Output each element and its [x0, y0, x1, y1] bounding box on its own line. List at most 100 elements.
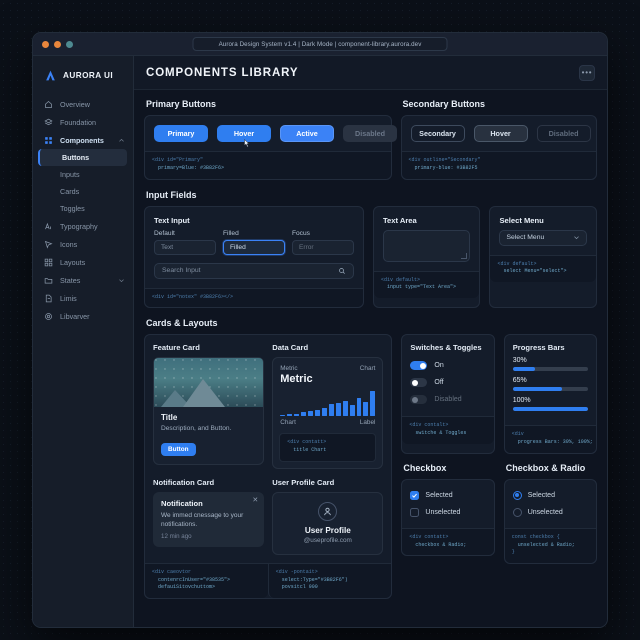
radio-row-selected[interactable]: Selected: [512, 487, 588, 504]
primary-buttons-code: <div id="Primary" primary=Blue: #3B82F6>: [145, 151, 391, 179]
notification-card[interactable]: ✕ Notification We immed cnessage to your…: [153, 491, 265, 548]
address-bar[interactable]: Aurora Design System v1.4 | Dark Mode | …: [192, 37, 448, 51]
progress-bar: [512, 367, 589, 372]
toggle-label: On: [434, 362, 444, 370]
sidebar-item-overview[interactable]: Overview: [33, 95, 133, 113]
notification-body: We immed cnessage to your notifications.: [161, 511, 244, 528]
code-line: <div contalt>: [409, 422, 449, 429]
user-profile-email: @useprofile.com: [303, 536, 352, 544]
sidebar-subitem-cards[interactable]: Cards: [60, 187, 80, 196]
sidebar-subitem-inputs[interactable]: Inputs: [60, 170, 80, 179]
checkbox-block: Checkbox Selected: [401, 463, 495, 564]
code-line: <div outline="Secondary": [408, 157, 481, 163]
select-menu-dropdown[interactable]: Select Menu: [499, 229, 587, 246]
aurora-logo-icon: [44, 69, 57, 82]
sidebar-item-layouts[interactable]: Layouts: [33, 253, 133, 271]
feature-card-title: Feature Card: [153, 343, 200, 353]
input-label: Default: [154, 229, 175, 237]
search-input-placeholder: Search Input: [162, 267, 201, 274]
radio-row-unselected[interactable]: Unselected: [512, 504, 588, 521]
sidebar-item-foundation[interactable]: Foundation: [33, 113, 133, 131]
code-line: const checkbox {: [511, 533, 560, 540]
user-profile-card[interactable]: User Profile @useprofile.com: [272, 491, 384, 555]
text-input-default[interactable]: Text: [154, 239, 216, 255]
feature-card-button[interactable]: Button: [161, 443, 196, 457]
toggle-switch-disabled: [410, 395, 428, 405]
sidebar-subitem-toggles[interactable]: Toggles: [60, 204, 85, 213]
sidebar: AURORA UI Overview Foundation Components: [33, 56, 134, 627]
toggle-row-on[interactable]: On: [410, 357, 485, 374]
feature-card[interactable]: Title Description, and Button. Button: [153, 357, 265, 466]
page-title: COMPONENTS LIBRARY: [146, 66, 299, 79]
progress-title: Progress Bars: [512, 343, 565, 353]
code-line: primary=Blue: #3B82F6>: [152, 164, 225, 171]
sidebar-item-limis[interactable]: Limis: [33, 289, 133, 307]
code-line: <div -pontait>: [275, 568, 318, 575]
sidebar-item-icons[interactable]: Icons: [33, 235, 133, 253]
text-area-input[interactable]: [382, 229, 471, 262]
text-input-error[interactable]: Error: [291, 239, 354, 255]
progress-label: 65%: [512, 377, 527, 385]
code-line: contenrcInUser="#38535">: [152, 576, 231, 583]
primary-button-hover-label: Hover: [233, 129, 255, 138]
code-line: switche & Toggles: [409, 430, 467, 436]
select-menu-code: <div default> select Menu="select">: [490, 254, 596, 282]
notification-time: 12 min ago: [161, 533, 192, 541]
code-line: <div contatt>: [287, 439, 327, 446]
user-profile-card-block: User Profile Card User Profile @useprofi…: [272, 478, 384, 555]
checkbox-unchecked[interactable]: [410, 507, 420, 517]
toggle-switch-on[interactable]: [410, 361, 428, 371]
user-profile-name: User Profile: [304, 525, 351, 535]
chevron-up-icon[interactable]: [118, 137, 125, 144]
sidebar-item-libvarver[interactable]: Libvarver: [33, 307, 133, 325]
app-window: Aurora Design System v1.4 | Dark Mode | …: [32, 32, 608, 628]
minimize-window-button[interactable]: [54, 40, 61, 48]
toggle-switch-off[interactable]: [410, 378, 428, 388]
bar: [321, 408, 327, 417]
radio-unchecked[interactable]: [512, 507, 522, 517]
file-icon: [44, 294, 53, 303]
checkbox-radio-block: Checkbox & Radio Selected: [503, 462, 598, 564]
radio-checked[interactable]: [512, 490, 522, 500]
checkbox-row-unselected[interactable]: Unselected: [410, 504, 485, 521]
sidebar-item-label: Limis: [60, 293, 77, 303]
close-window-button[interactable]: [42, 40, 49, 48]
search-icon[interactable]: [338, 267, 346, 275]
toggle-row-disabled: Disabled: [410, 391, 485, 408]
bar: [294, 413, 300, 417]
data-card-metric: Metric: [280, 373, 313, 386]
checkbox-checked[interactable]: [410, 490, 420, 500]
mountain-small-shape: [160, 390, 191, 408]
section-title-checkbox-radio: Checkbox & Radio: [505, 462, 586, 473]
code-line: checkbox & Radio;: [409, 541, 467, 548]
checkbox-row-selected[interactable]: Selected: [410, 487, 485, 504]
checkbox-label: Selected: [425, 491, 453, 499]
maximize-window-button[interactable]: [66, 40, 73, 48]
primary-button[interactable]: Primary: [154, 125, 208, 142]
close-icon[interactable]: ✕: [252, 496, 259, 504]
secondary-button-hover[interactable]: Hover: [473, 125, 528, 142]
bar: [314, 409, 320, 417]
chevron-down-icon[interactable]: [118, 277, 125, 284]
window-controls[interactable]: [42, 40, 73, 48]
sidebar-subitem-buttons[interactable]: Buttons: [38, 149, 127, 166]
overflow-menu-button[interactable]: •••: [579, 64, 595, 81]
data-card-block: Data Card Metric Chart Metric: [272, 343, 384, 469]
checkbox-label: Unselected: [425, 508, 461, 516]
sidebar-item-components[interactable]: Components: [33, 131, 133, 149]
feature-card-image: [154, 358, 264, 408]
toggle-row-off[interactable]: Off: [410, 374, 485, 391]
chevron-down-icon[interactable]: [573, 234, 580, 241]
toggle-label: Off: [434, 379, 444, 387]
sidebar-item-typography[interactable]: Typography: [33, 217, 133, 235]
switches-title: Switches & Toggles: [410, 343, 482, 353]
primary-button-hover[interactable]: Hover: [217, 125, 271, 148]
primary-button-active[interactable]: Active: [280, 125, 334, 142]
search-input[interactable]: Search Input: [154, 262, 354, 279]
section-title-primary-buttons: Primary Buttons: [146, 99, 217, 109]
secondary-button[interactable]: Secondary: [410, 125, 465, 142]
text-input-filled[interactable]: Filled: [222, 239, 285, 255]
code-line: <div default>: [497, 260, 537, 267]
sidebar-item-states[interactable]: States: [33, 271, 133, 289]
text-area-code: <div default> input type="Text Area">: [373, 270, 480, 298]
